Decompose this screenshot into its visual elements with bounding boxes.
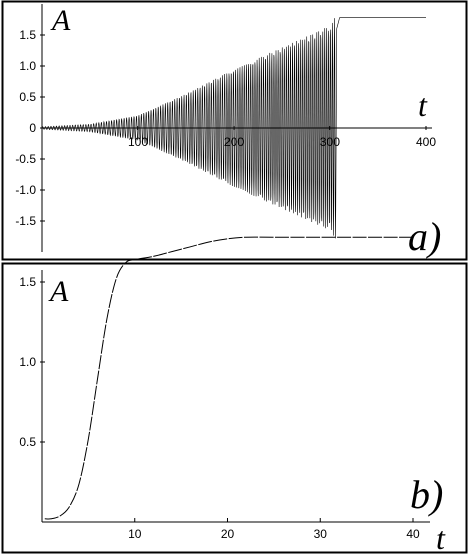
panel-b: 10 20 30 40 1.5 1.0 0.5 A t b) [19, 236, 446, 555]
panel-a-y-tick-label: 1.5 [19, 28, 36, 42]
panel-b-x-tick-label: 40 [406, 527, 420, 541]
panel-a-y-tick-label: -1.5 [15, 214, 36, 228]
panel-b-x-tick-label: 20 [221, 527, 235, 541]
panel-a-frame [1, 0, 468, 261]
panel-b-x-tick-label: 30 [314, 527, 328, 541]
panel-a-y-tick-label: -1.0 [15, 183, 36, 197]
panel-a-ylabel: A [50, 4, 71, 37]
panel-a: 100 200 300 400 1.51.00.50-0.5-1.0-1.5 A t … [15, 4, 441, 259]
panel-a-y-tick-label: -0.5 [15, 152, 36, 166]
panel-a-y-tick-label: 0.5 [19, 90, 36, 104]
panel-a-x-tick-label: 400 [416, 135, 436, 149]
panel-b-series-line [44, 236, 414, 520]
panel-a-series-line [41, 17, 426, 239]
panel-b-y-tick-label: 1.0 [19, 355, 36, 369]
panel-b-label: b) [410, 472, 443, 517]
panel-b-xlabel: t [436, 520, 446, 555]
panel-b-y-tick-label: 0.5 [19, 435, 36, 449]
panel-b-frame [1, 262, 468, 554]
panel-b-x-tick-label: 10 [128, 527, 142, 541]
panel-a-y-tick-label: 1.0 [19, 59, 36, 73]
panel-a-label: a) [408, 214, 441, 259]
panel-b-y-tick-label: 1.5 [19, 275, 36, 289]
panel-a-y-tick-label: 0 [29, 121, 36, 135]
panel-a-xlabel: t [418, 87, 428, 123]
panel-b-ylabel: A [48, 275, 69, 308]
